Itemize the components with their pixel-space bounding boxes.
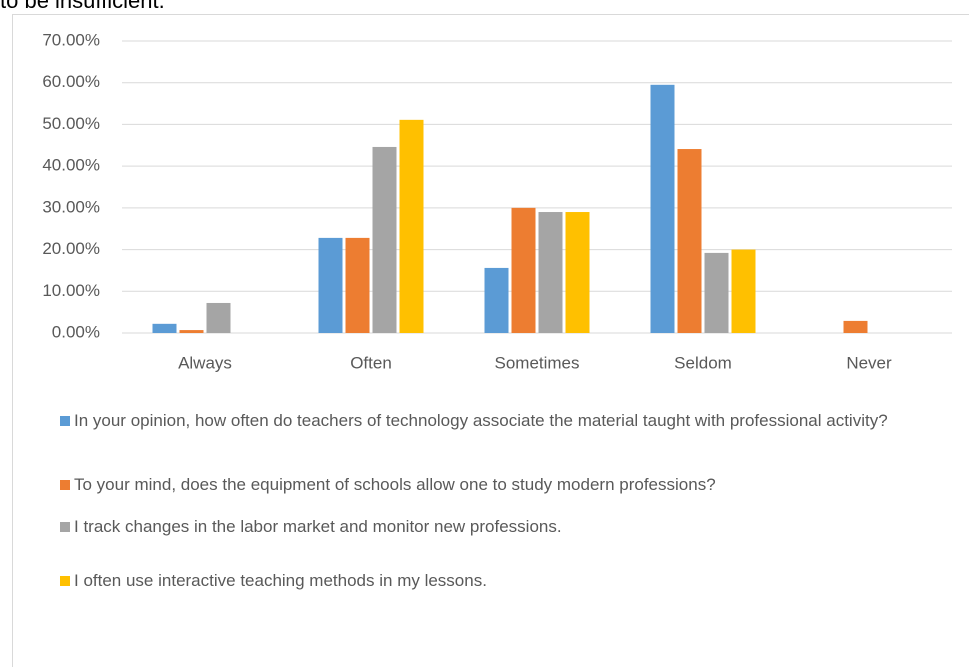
bar bbox=[650, 84, 675, 333]
legend-label: To your mind, does the equipment of scho… bbox=[74, 475, 716, 494]
y-tick-label: 20.00% bbox=[42, 239, 100, 258]
legend-label: In your opinion, how often do teachers o… bbox=[74, 411, 888, 430]
legend-swatch bbox=[60, 480, 70, 490]
legend-item: To your mind, does the equipment of scho… bbox=[60, 473, 950, 496]
bar bbox=[538, 212, 563, 333]
bar bbox=[372, 146, 397, 333]
legend-item: I track changes in the labor market and … bbox=[60, 515, 950, 538]
bar bbox=[565, 212, 590, 333]
cut-off-text: to be insufficient. bbox=[0, 0, 165, 13]
bar bbox=[843, 320, 868, 333]
x-tick-label: Seldom bbox=[674, 353, 732, 372]
legend-swatch bbox=[60, 576, 70, 586]
bar bbox=[704, 252, 729, 333]
x-tick-label: Always bbox=[178, 353, 232, 372]
y-tick-label: 60.00% bbox=[42, 72, 100, 91]
legend-item: In your opinion, how often do teachers o… bbox=[60, 409, 950, 432]
y-tick-label: 30.00% bbox=[42, 197, 100, 216]
bar bbox=[179, 330, 204, 333]
x-tick-label: Sometimes bbox=[494, 353, 579, 372]
y-tick-label: 50.00% bbox=[42, 114, 100, 133]
y-tick-label: 0.00% bbox=[52, 322, 100, 341]
legend-swatch bbox=[60, 522, 70, 532]
legend-label: I often use interactive teaching methods… bbox=[74, 571, 487, 590]
bar bbox=[484, 267, 509, 333]
bar bbox=[206, 302, 231, 333]
y-tick-label: 10.00% bbox=[42, 281, 100, 300]
bar bbox=[345, 237, 370, 333]
legend-swatch bbox=[60, 416, 70, 426]
y-tick-label: 70.00% bbox=[42, 30, 100, 49]
bar bbox=[152, 323, 177, 333]
x-tick-label: Often bbox=[350, 353, 392, 372]
bar bbox=[511, 207, 536, 333]
x-tick-label: Never bbox=[846, 353, 892, 372]
bar bbox=[677, 149, 702, 333]
legend-label: I track changes in the labor market and … bbox=[74, 517, 562, 536]
bar bbox=[318, 237, 343, 333]
bar bbox=[731, 249, 756, 333]
y-tick-label: 40.00% bbox=[42, 156, 100, 175]
bar bbox=[399, 119, 424, 333]
chart-border bbox=[12, 14, 969, 667]
legend-item: I often use interactive teaching methods… bbox=[60, 569, 950, 592]
